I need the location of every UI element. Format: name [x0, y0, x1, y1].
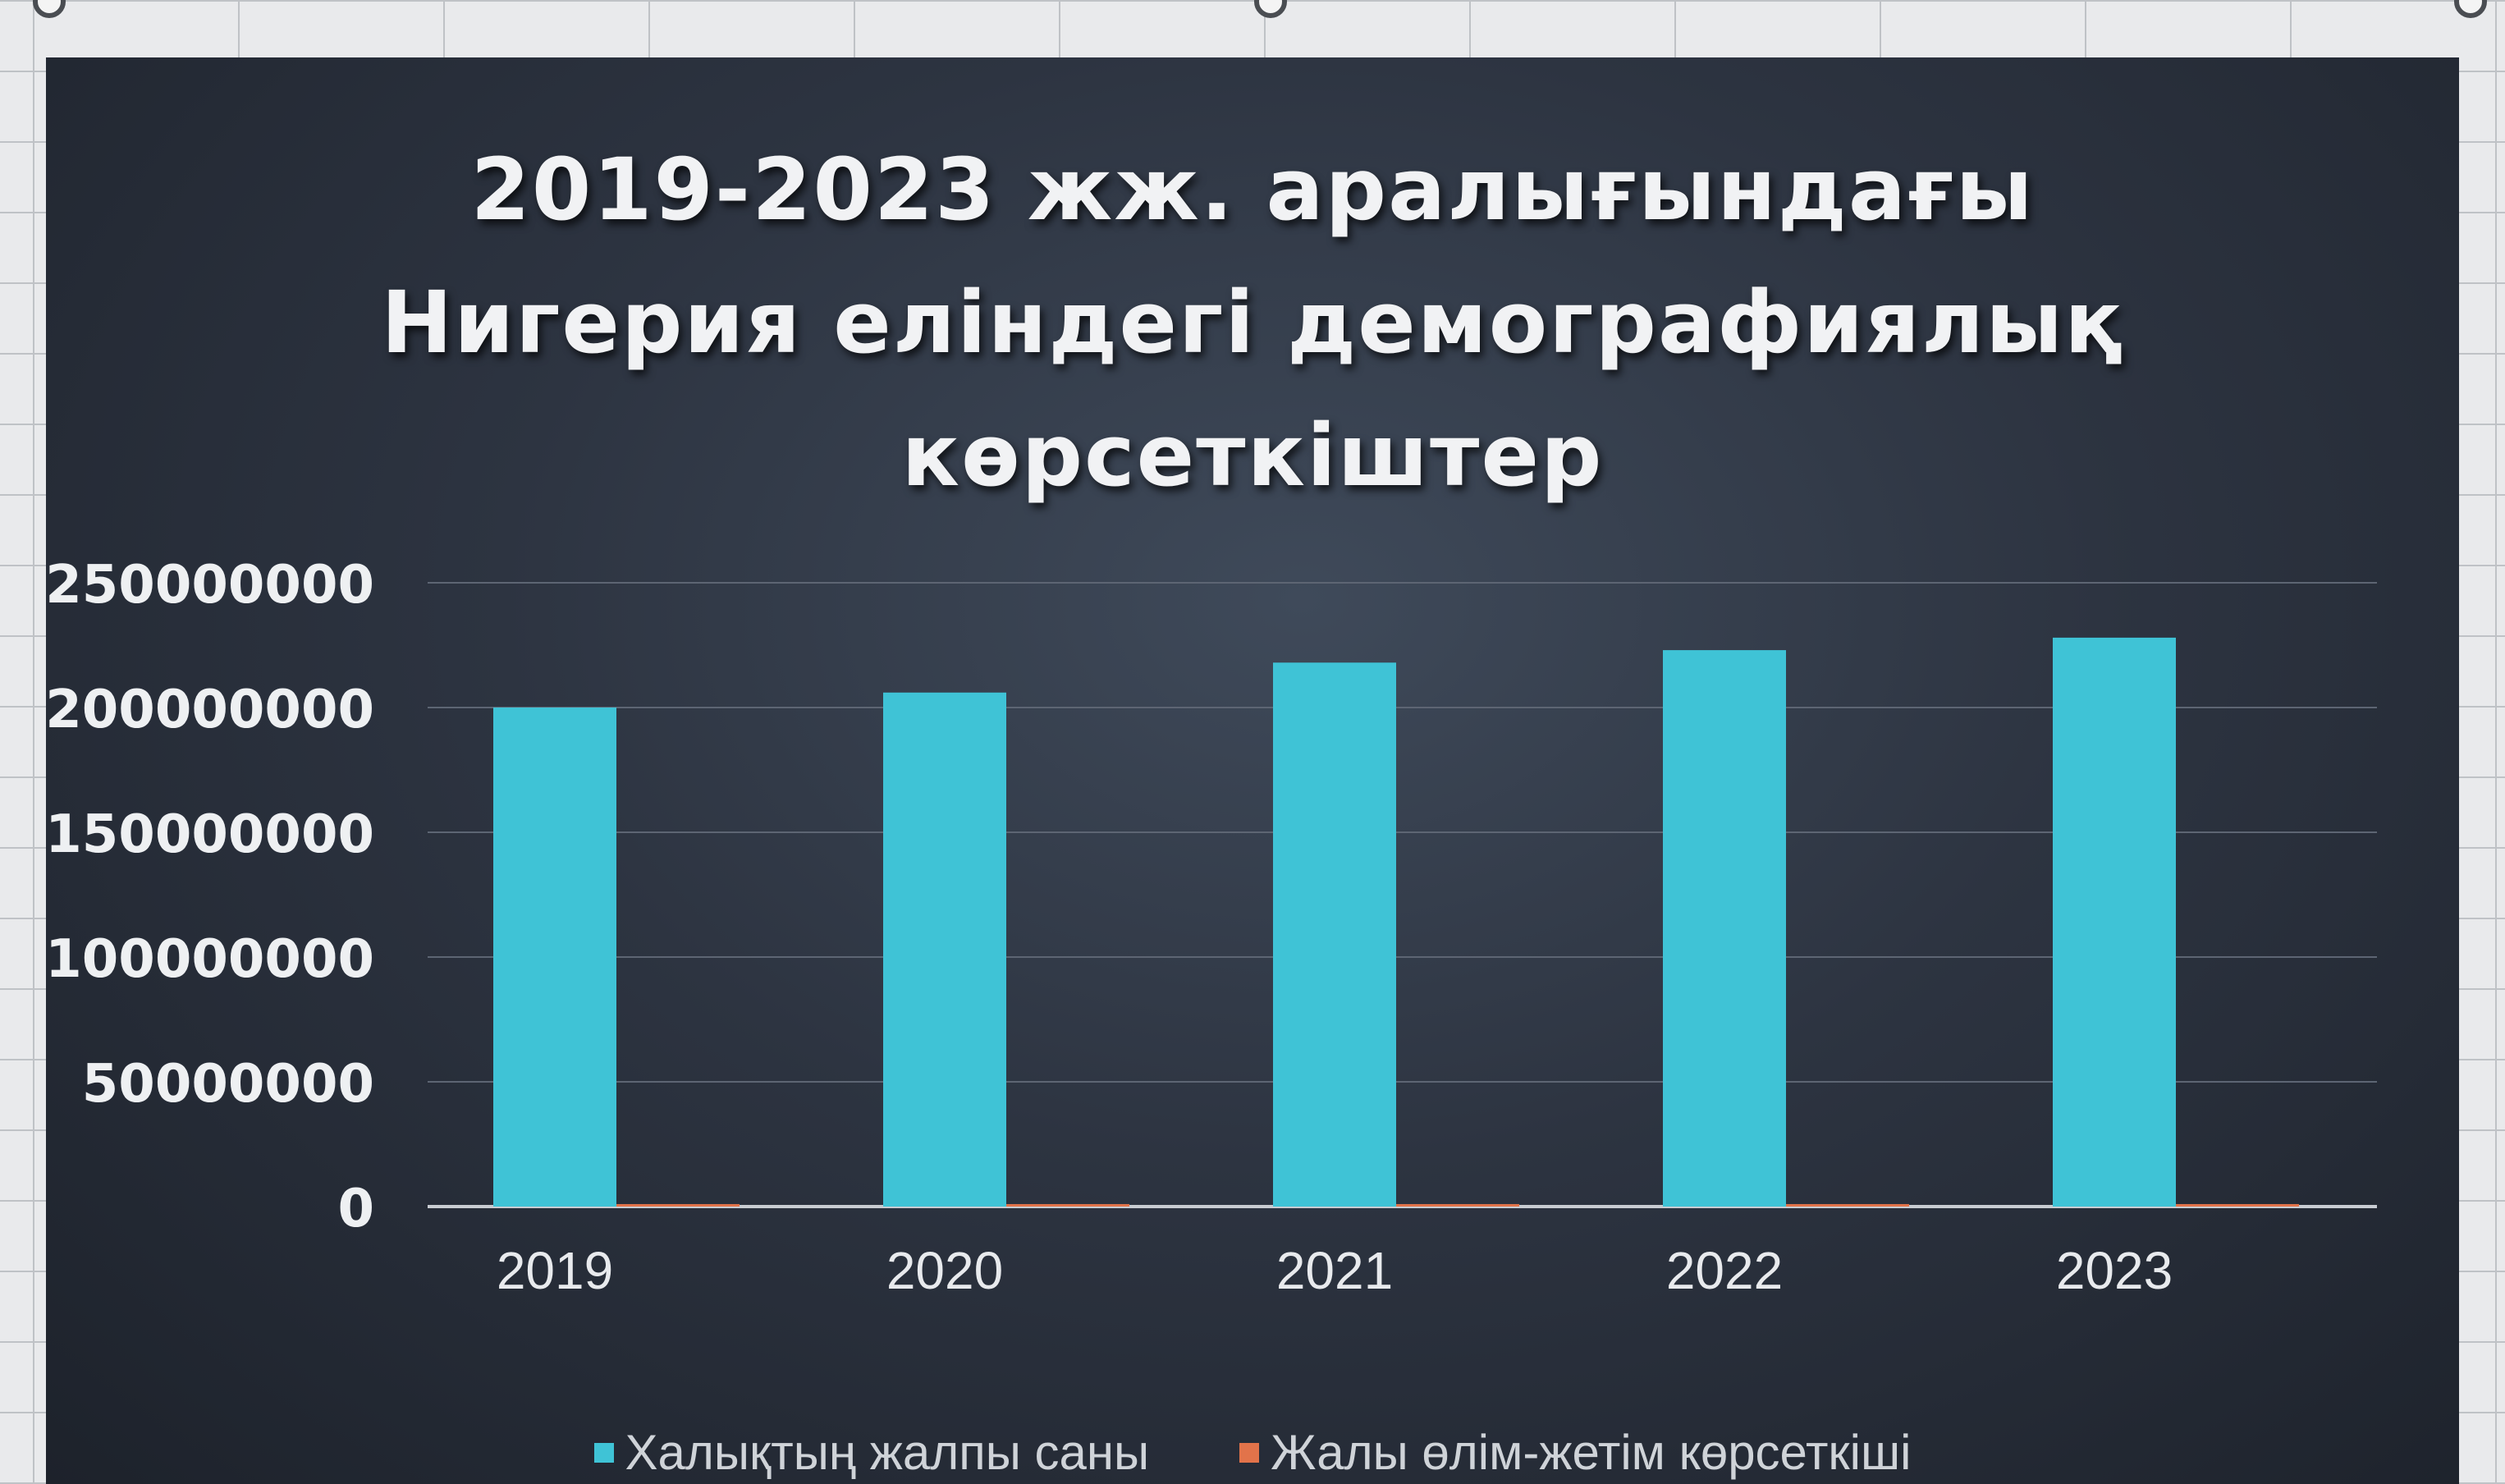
- y-tick-label: 0: [337, 1179, 374, 1239]
- legend-swatch-mortality: [1239, 1442, 1260, 1463]
- bar-population-2023[interactable]: [2053, 637, 2176, 1207]
- bar-mortality-2020[interactable]: [1006, 1203, 1129, 1207]
- bar-population-2019[interactable]: [493, 708, 616, 1207]
- chart-title: 2019-2023 жж. аралығындағы Нигерия елінд…: [46, 123, 2459, 522]
- resize-handle-center[interactable]: [1254, 0, 1287, 18]
- legend: Халықтың жалпы саны Жалы өлім-жетім көрс…: [46, 1424, 2459, 1481]
- x-tick-label: 2023: [2056, 1241, 2173, 1300]
- bar-population-2021[interactable]: [1273, 662, 1396, 1207]
- y-tick-label: 250000000: [46, 555, 374, 616]
- x-tick-label: 2022: [1666, 1241, 1783, 1300]
- chart-title-line-3: көрсеткіштер: [901, 405, 1604, 506]
- y-tick-label: 50000000: [82, 1054, 374, 1115]
- bar-mortality-2023[interactable]: [2176, 1203, 2299, 1207]
- bar-mortality-2021[interactable]: [1396, 1203, 1519, 1207]
- legend-item-mortality[interactable]: Жалы өлім-жетім көрсеткіші: [1239, 1424, 1911, 1481]
- x-tick-label: 2019: [497, 1241, 613, 1300]
- plot-area: 250000000 200000000 150000000 100000000 5000…: [46, 555, 2377, 1300]
- legend-swatch-population: [593, 1442, 614, 1463]
- chart-area[interactable]: 2019-2023 жж. аралығындағы Нигерия елінд…: [46, 57, 2459, 1484]
- chart-title-line-1: 2019-2023 жж. аралығындағы: [470, 140, 2035, 240]
- y-tick-label: 150000000: [46, 804, 374, 865]
- resize-handle-left[interactable]: [33, 0, 66, 18]
- x-tick-label: 2021: [1276, 1241, 1393, 1300]
- chart-title-line-2: Нигерия еліндегі демографиялық: [381, 273, 2124, 373]
- y-tick-label: 100000000: [46, 929, 374, 990]
- y-tick-label: 200000000: [46, 680, 374, 740]
- resize-handle-right[interactable]: [2454, 0, 2487, 18]
- legend-item-population[interactable]: Халықтың жалпы саны: [593, 1424, 1150, 1481]
- legend-label-population: Халықтың жалпы саны: [625, 1425, 1150, 1480]
- legend-label-mortality: Жалы өлім-жетім көрсеткіші: [1271, 1425, 1912, 1480]
- bar-population-2020[interactable]: [883, 692, 1006, 1207]
- bar-mortality-2022[interactable]: [1786, 1203, 1909, 1207]
- bar-mortality-2019[interactable]: [616, 1203, 740, 1207]
- x-tick-label: 2020: [886, 1241, 1003, 1300]
- bar-population-2022[interactable]: [1663, 650, 1786, 1207]
